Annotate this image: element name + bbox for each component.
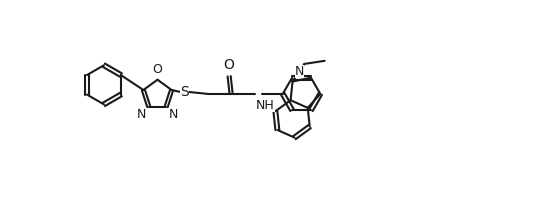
Text: NH: NH (256, 99, 275, 112)
Text: N: N (137, 108, 146, 121)
Text: N: N (169, 108, 178, 121)
Text: O: O (152, 63, 162, 76)
Text: N: N (295, 65, 304, 78)
Text: S: S (180, 85, 188, 99)
Text: O: O (223, 58, 234, 72)
